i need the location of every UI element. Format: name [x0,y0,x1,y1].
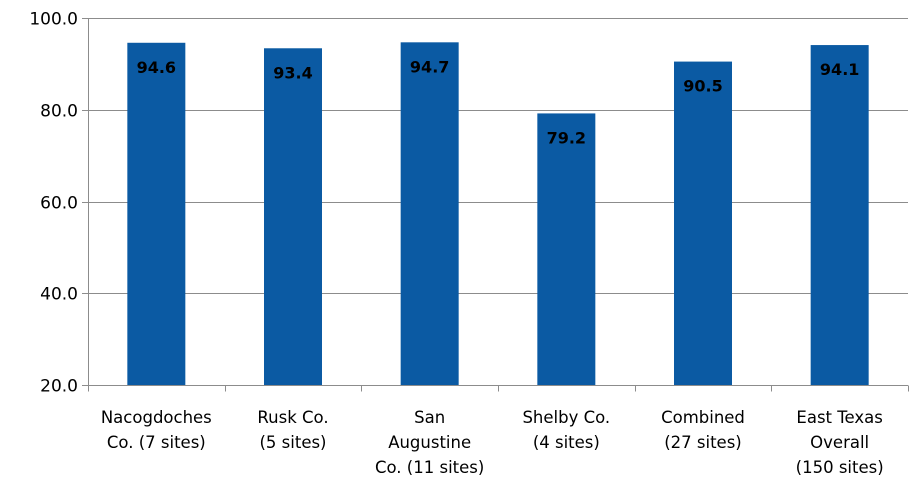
gridlines [88,18,908,294]
bar [264,48,322,386]
axes [82,18,909,392]
data-label: 94.7 [410,57,449,76]
bar [400,42,459,385]
category-label-line: San [414,408,445,427]
bar [810,45,869,385]
y-tick-label: 40.0 [40,285,78,305]
category-label-line: (5 sites) [259,433,326,452]
y-tick-label: 80.0 [40,102,78,122]
category-label-line: (150 sites) [796,458,884,477]
y-tick-label: 100.0 [29,10,78,30]
x-axis-category-labels: Nacogdoches Co. (7 sites) Rusk Co. (5 sites… [101,408,884,477]
category-label-line: Co. (7 sites) [107,433,206,452]
data-label: 79.2 [547,128,586,147]
bars [127,42,869,386]
y-axis-tick-labels: 20.0 40.0 60.0 80.0 100.0 [29,10,78,397]
category-label-line: East Texas [796,408,882,427]
data-label: 90.5 [683,77,722,96]
y-tick-label: 20.0 [40,377,78,397]
category-label-line: Nacogdoches [101,408,212,427]
category-label-line: Shelby Co. [522,408,610,427]
bar [674,61,732,386]
category-label-line: Combined [661,408,745,427]
y-tick-label: 60.0 [40,194,78,214]
category-label-line: Rusk Co. [257,408,328,427]
data-label: 94.1 [820,60,859,79]
data-labels: 94.6 93.4 94.7 79.2 90.5 94.1 [137,57,860,147]
bar [537,113,596,386]
category-label-line: Augustine [388,433,471,452]
bar [127,42,186,386]
data-label: 93.4 [273,63,312,82]
data-label: 94.6 [137,58,176,77]
category-label-line: (4 sites) [533,433,600,452]
category-label-line: (27 sites) [664,433,742,452]
category-label-line: Co. (11 sites) [375,458,484,477]
category-label-line: Overall [810,433,869,452]
